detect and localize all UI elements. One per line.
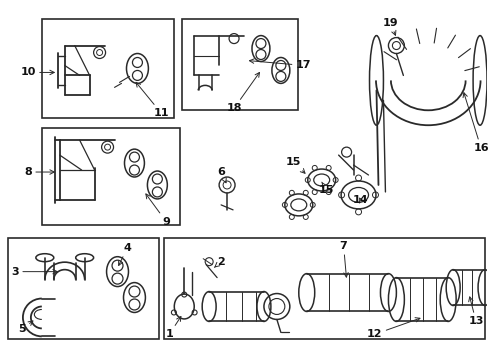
Text: 17: 17	[249, 59, 311, 71]
Text: 1: 1	[165, 316, 181, 339]
Text: 19: 19	[382, 18, 397, 35]
Text: 10: 10	[20, 67, 54, 77]
Text: 9: 9	[145, 194, 170, 227]
Text: 18: 18	[226, 72, 259, 113]
Text: 13: 13	[468, 297, 483, 327]
Bar	[42, 19, 174, 118]
Text: 16: 16	[462, 93, 488, 153]
Text: 15: 15	[285, 157, 305, 173]
Text: 3: 3	[11, 267, 57, 276]
Bar	[8, 238, 159, 339]
Text: 8: 8	[24, 167, 54, 177]
Bar	[182, 19, 297, 110]
Bar	[164, 238, 484, 339]
Text: 14: 14	[352, 195, 367, 205]
Text: 5: 5	[18, 321, 33, 334]
Text: 4: 4	[119, 243, 131, 265]
Text: 12: 12	[366, 318, 419, 339]
Text: 6: 6	[217, 167, 226, 183]
Bar	[42, 128, 180, 225]
Text: 11: 11	[136, 82, 169, 118]
Text: 15: 15	[318, 182, 334, 195]
Text: 7: 7	[339, 241, 347, 277]
Text: 2: 2	[214, 257, 224, 267]
